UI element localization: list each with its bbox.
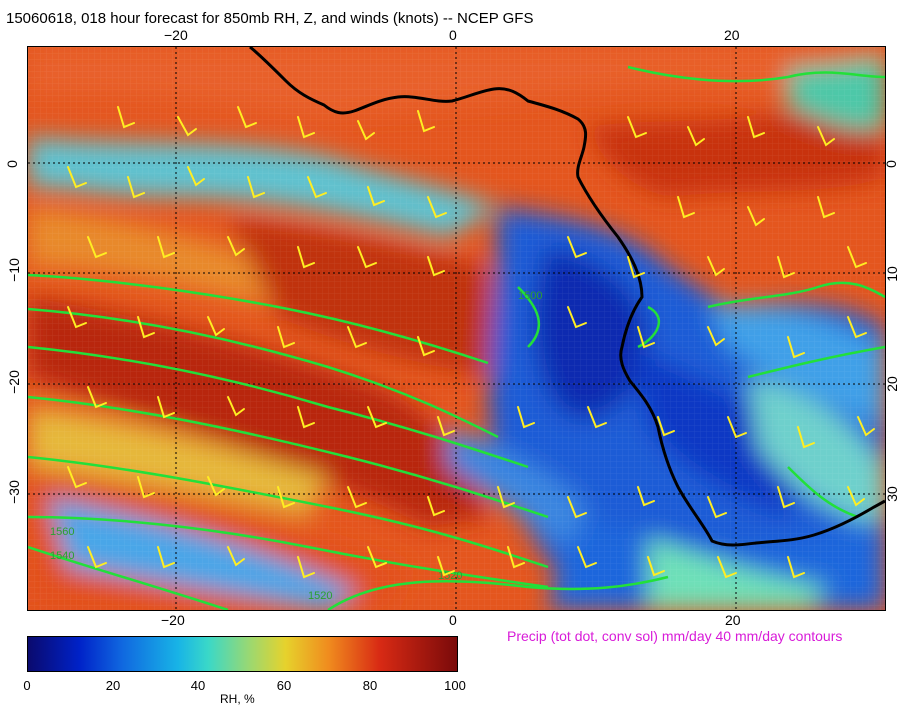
colorbar-tick-80: 80 bbox=[362, 678, 378, 693]
lat-tick-right-20: 20 bbox=[883, 376, 900, 392]
coastline bbox=[249, 47, 885, 547]
colorbar-tick-60: 60 bbox=[276, 678, 292, 693]
contour-label-1500: 1500 bbox=[518, 290, 542, 302]
lon-tick-bottom-0: 0 bbox=[449, 612, 457, 628]
lat-tick-right-10: 10 bbox=[883, 266, 900, 282]
height-contours bbox=[28, 65, 885, 610]
lat-tick-left-s30: −30 bbox=[5, 480, 22, 504]
lon-tick-bottom-w20: −20 bbox=[161, 612, 185, 628]
map-canvas: 1560 1540 1520 1500 1520 bbox=[28, 47, 885, 610]
lon-tick-top-0: 0 bbox=[449, 27, 457, 43]
precip-note: Precip (tot dot, conv sol) mm/day 40 mm/… bbox=[507, 628, 843, 644]
lat-tick-left-0: 0 bbox=[3, 160, 20, 168]
lat-tick-left-s20: −20 bbox=[5, 370, 22, 394]
rh-colorbar bbox=[27, 636, 458, 672]
map-title: 15060618, 018 hour forecast for 850mb RH… bbox=[6, 10, 534, 27]
colorbar-tick-100: 100 bbox=[444, 678, 466, 693]
contour-label-1560: 1560 bbox=[50, 526, 74, 538]
colorbar-tick-40: 40 bbox=[190, 678, 206, 693]
lon-tick-bottom-e20: 20 bbox=[725, 612, 741, 628]
lat-tick-left-s10: −10 bbox=[5, 258, 22, 282]
colorbar-tick-20: 20 bbox=[105, 678, 121, 693]
colorbar-tick-0: 0 bbox=[23, 678, 31, 693]
contour-labels: 1560 1540 1520 1500 1520 bbox=[50, 290, 542, 602]
contour-label-1540: 1540 bbox=[50, 550, 74, 562]
wind-barbs bbox=[67, 106, 875, 579]
lon-tick-top-w20: −20 bbox=[164, 27, 188, 43]
lat-tick-right-30: 30 bbox=[883, 486, 900, 502]
lon-tick-top-e20: 20 bbox=[724, 27, 740, 43]
colorbar-label: RH, % bbox=[220, 692, 255, 706]
map-panel: 1560 1540 1520 1500 1520 bbox=[27, 46, 886, 611]
contour-label-1520-south: 1520 bbox=[308, 590, 332, 602]
